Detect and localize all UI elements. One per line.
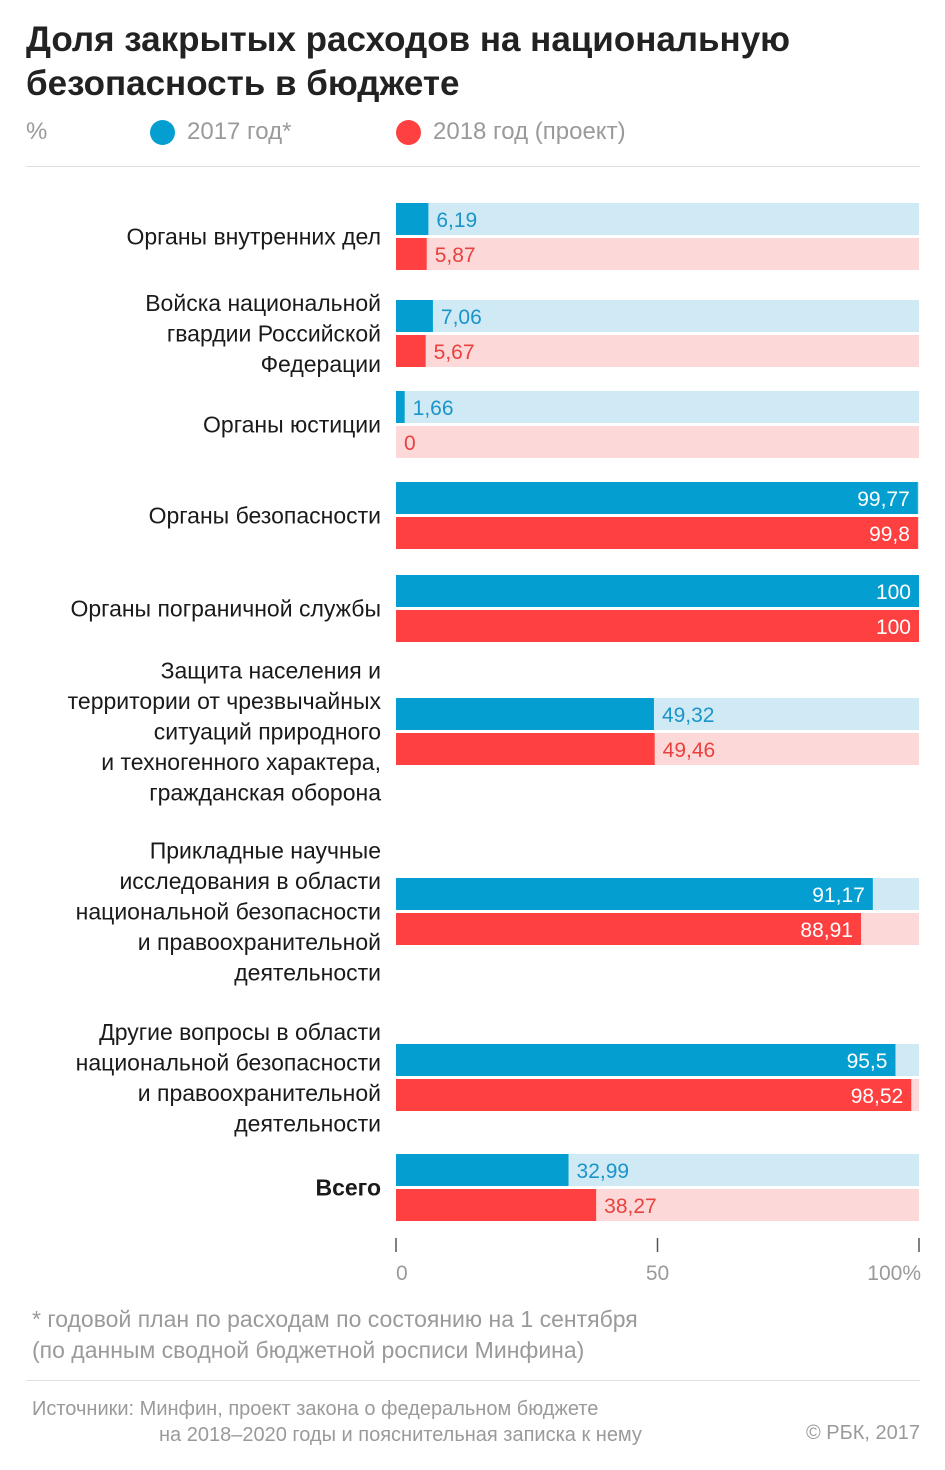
data-label-2017: 49,32 bbox=[662, 704, 715, 727]
bar-track-2018 bbox=[396, 426, 919, 458]
unit-label: % bbox=[26, 118, 48, 145]
data-label-2018: 5,67 bbox=[434, 341, 475, 364]
bar-track-2017 bbox=[396, 203, 919, 235]
category-label: территории от чрезвычайных bbox=[68, 688, 382, 714]
bar-2017 bbox=[396, 1044, 896, 1076]
footer-divider bbox=[26, 1380, 920, 1381]
data-label-2017: 32,99 bbox=[577, 1160, 630, 1183]
footnote: * годовой план по расходам по состоянию … bbox=[32, 1304, 638, 1366]
bar-track-2018 bbox=[396, 335, 919, 367]
bar-track-2017 bbox=[396, 391, 919, 423]
data-label-2018: 49,46 bbox=[663, 739, 716, 762]
category-label: Органы внутренних дел bbox=[126, 224, 381, 250]
category-label: ситуаций природного bbox=[154, 719, 381, 745]
sources-line-1: Источники: Минфин, проект закона о федер… bbox=[32, 1398, 599, 1420]
category-label: Защита населения и bbox=[161, 658, 381, 684]
data-label-2017: 6,19 bbox=[436, 209, 477, 232]
category-label: Всего bbox=[315, 1175, 381, 1201]
category-label: деятельности bbox=[234, 960, 381, 986]
data-label-2017: 99,77 bbox=[857, 488, 910, 511]
bar-2017 bbox=[396, 878, 873, 910]
category-label: и техногенного характера, bbox=[101, 749, 381, 775]
category-label: Другие вопросы в области bbox=[99, 1019, 381, 1045]
bar-2018 bbox=[396, 1079, 912, 1111]
bar-2017 bbox=[396, 203, 429, 235]
category-label: Федерации bbox=[261, 351, 381, 377]
data-label-2017: 7,06 bbox=[441, 306, 482, 329]
footnote-line-2: (по данным сводной бюджетной росписи Мин… bbox=[32, 1337, 585, 1363]
data-label-2017: 95,5 bbox=[847, 1050, 888, 1073]
bar-2018 bbox=[396, 913, 861, 945]
bar-2017 bbox=[396, 391, 405, 423]
bar-2018 bbox=[396, 238, 427, 270]
data-label-2017: 1,66 bbox=[413, 397, 454, 420]
x-tick-label: 0 bbox=[396, 1262, 408, 1285]
data-label-2018: 100 bbox=[876, 616, 911, 639]
category-label: и правоохранительной bbox=[138, 929, 381, 955]
bar-2017 bbox=[396, 698, 654, 730]
x-tick-label: 100% bbox=[867, 1262, 921, 1285]
bar-2018 bbox=[396, 1189, 597, 1221]
bar-2017 bbox=[396, 482, 918, 514]
category-label: Войска национальной bbox=[145, 290, 381, 316]
data-label-2018: 99,8 bbox=[869, 523, 910, 546]
data-label-2018: 98,52 bbox=[851, 1085, 904, 1108]
data-label-2018: 5,87 bbox=[435, 244, 476, 267]
data-label-2018: 88,91 bbox=[800, 919, 853, 942]
bar-track-2018 bbox=[396, 238, 919, 270]
category-label: деятельности bbox=[234, 1110, 381, 1136]
bar-2018 bbox=[396, 733, 655, 765]
category-label: национальной безопасности bbox=[76, 1049, 381, 1075]
header-divider bbox=[26, 166, 920, 167]
category-label: гражданская оборона bbox=[149, 780, 381, 806]
bar-2018 bbox=[396, 610, 919, 642]
legend: % 2017 год* 2018 год (проект) bbox=[26, 116, 920, 150]
copyright: © РБК, 2017 bbox=[805, 1422, 920, 1444]
chart-title: Доля закрытых расходов на национальную б… bbox=[26, 20, 791, 103]
category-label: гвардии Российской bbox=[167, 321, 381, 347]
legend-label-2017: 2017 год* bbox=[187, 118, 292, 145]
category-label: Органы юстиции bbox=[203, 412, 381, 438]
footnote-line-1: * годовой план по расходам по состоянию … bbox=[32, 1306, 638, 1332]
bar-2018 bbox=[396, 335, 426, 367]
bar-chart: 6,19 5,87 Органы внутренних дел 7,06 5,67 Вой… bbox=[68, 203, 921, 1285]
legend-dot-2017 bbox=[150, 119, 175, 145]
category-label: Органы безопасности bbox=[149, 503, 381, 529]
legend-item-2018: 2018 год (проект) bbox=[396, 118, 626, 146]
data-label-2018: 0 bbox=[404, 432, 416, 455]
bar-track-2017 bbox=[396, 300, 919, 332]
sources-line-2: на 2018–2020 годы и пояснительная записк… bbox=[159, 1424, 642, 1446]
data-label-2017: 100 bbox=[876, 581, 911, 604]
bar-2018 bbox=[396, 517, 918, 549]
category-label: Прикладные научные bbox=[150, 838, 381, 864]
legend-item-2017: 2017 год* bbox=[150, 118, 291, 146]
bar-2017 bbox=[396, 1154, 569, 1186]
legend-label-2018: 2018 год (проект) bbox=[433, 118, 626, 145]
legend-dot-2018 bbox=[396, 119, 421, 145]
bar-2017 bbox=[396, 575, 919, 607]
sources: Источники: Минфин, проект закона о федер… bbox=[32, 1396, 642, 1448]
x-tick-label: 50 bbox=[646, 1262, 669, 1285]
category-label: Органы пограничной службы bbox=[71, 596, 382, 622]
category-label: национальной безопасности bbox=[76, 899, 381, 925]
category-label: и правоохранительной bbox=[138, 1080, 381, 1106]
bar-2017 bbox=[396, 300, 433, 332]
data-label-2017: 91,17 bbox=[812, 884, 865, 907]
data-label-2018: 38,27 bbox=[604, 1195, 657, 1218]
category-label: исследования в области bbox=[119, 868, 381, 894]
